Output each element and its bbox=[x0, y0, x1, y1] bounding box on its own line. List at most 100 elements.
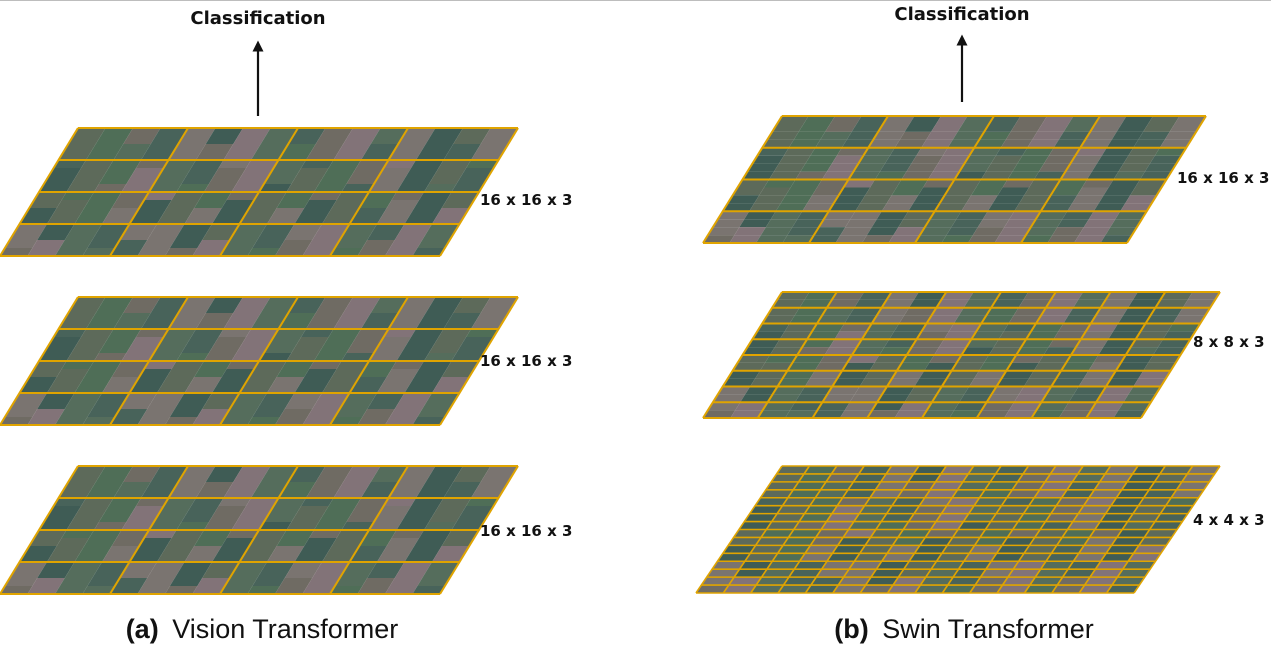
image-texture-tile bbox=[428, 176, 462, 184]
image-texture-tile bbox=[732, 362, 765, 371]
image-texture-tile bbox=[116, 530, 149, 538]
image-texture-tile bbox=[856, 116, 888, 124]
image-texture-tile bbox=[144, 192, 177, 200]
image-texture-tile bbox=[983, 355, 1017, 363]
image-texture-tile bbox=[349, 216, 382, 224]
image-texture-tile bbox=[703, 235, 735, 243]
image-texture-tile bbox=[995, 466, 1029, 474]
image-texture-tile bbox=[1160, 505, 1194, 514]
image-texture-tile bbox=[200, 482, 234, 490]
image-texture-tile bbox=[202, 232, 235, 240]
image-texture-tile bbox=[448, 482, 481, 490]
image-texture-tile bbox=[137, 417, 170, 425]
image-texture-tile bbox=[986, 394, 1019, 403]
image-texture-tile bbox=[471, 152, 504, 160]
image-texture-tile bbox=[696, 585, 729, 593]
image-texture-tile bbox=[1018, 513, 1051, 522]
image-texture-tile bbox=[176, 522, 209, 530]
image-texture-tile bbox=[336, 192, 369, 200]
image-texture-tile bbox=[925, 569, 959, 578]
image-texture-tile bbox=[348, 466, 381, 474]
image-texture-tile bbox=[949, 410, 982, 418]
image-texture-tile bbox=[158, 337, 192, 345]
image-texture-tile bbox=[178, 136, 211, 144]
image-texture-tile bbox=[859, 292, 892, 300]
image-texture-tile bbox=[183, 297, 216, 305]
image-texture-tile bbox=[275, 248, 308, 256]
image-texture-tile bbox=[886, 505, 920, 514]
image-texture-tile bbox=[1068, 307, 1101, 316]
image-texture-tile bbox=[823, 211, 856, 220]
image-texture-tile bbox=[97, 562, 130, 570]
image-texture-tile bbox=[1008, 315, 1041, 324]
image-texture-tile bbox=[914, 378, 947, 387]
image-texture-tile bbox=[370, 474, 404, 482]
image-texture-tile bbox=[1096, 155, 1129, 164]
image-texture-tile bbox=[865, 537, 898, 546]
image-texture-tile bbox=[946, 227, 978, 236]
image-texture-tile bbox=[114, 578, 148, 586]
image-texture-tile bbox=[909, 116, 941, 124]
image-texture-tile bbox=[996, 378, 1029, 387]
image-texture-tile bbox=[339, 232, 373, 240]
image-texture-tile bbox=[90, 144, 124, 152]
image-texture-tile bbox=[765, 481, 799, 490]
image-texture-tile bbox=[780, 195, 813, 204]
image-texture-tile bbox=[1130, 187, 1162, 196]
image-texture-tile bbox=[810, 577, 844, 586]
image-texture-tile bbox=[326, 208, 360, 216]
image-texture-tile bbox=[1068, 394, 1102, 403]
image-texture-tile bbox=[338, 313, 371, 321]
image-texture-tile bbox=[881, 203, 914, 212]
image-texture-tile bbox=[1187, 292, 1220, 300]
image-texture-tile bbox=[396, 522, 429, 530]
image-texture-tile bbox=[336, 530, 369, 538]
image-texture-tile bbox=[205, 474, 239, 482]
image-texture-tile bbox=[296, 506, 329, 514]
image-texture-tile bbox=[832, 545, 866, 554]
patch-grid-column-line bbox=[1140, 291, 1221, 419]
image-texture-tile bbox=[153, 176, 187, 184]
image-texture-tile bbox=[1096, 394, 1129, 403]
image-texture-tile bbox=[742, 347, 775, 355]
image-texture-tile bbox=[1018, 386, 1052, 395]
image-texture-tile bbox=[364, 361, 397, 369]
image-texture-tile bbox=[929, 211, 962, 220]
image-texture-tile bbox=[831, 155, 864, 164]
image-texture-tile bbox=[114, 240, 148, 248]
image-texture-tile bbox=[1117, 569, 1151, 578]
image-texture-tile bbox=[357, 248, 390, 256]
image-texture-tile bbox=[1038, 355, 1071, 363]
image-texture-tile bbox=[161, 377, 195, 385]
image-texture-tile bbox=[826, 473, 859, 482]
image-texture-tile bbox=[98, 176, 132, 184]
image-texture-tile bbox=[1133, 505, 1166, 514]
image-texture-tile bbox=[388, 152, 421, 160]
image-texture-tile bbox=[318, 514, 352, 522]
image-texture-tile bbox=[772, 386, 805, 395]
image-texture-tile bbox=[747, 339, 780, 348]
image-texture-tile bbox=[362, 240, 395, 248]
patch-grid-column-line bbox=[1085, 291, 1167, 419]
image-texture-tile bbox=[1105, 505, 1139, 514]
image-texture-tile bbox=[213, 168, 247, 176]
image-texture-tile bbox=[942, 147, 975, 156]
image-texture-tile bbox=[263, 514, 297, 522]
image-texture-tile bbox=[257, 570, 290, 578]
image-texture-tile bbox=[980, 569, 1014, 578]
image-texture-tile bbox=[1061, 489, 1095, 498]
image-texture-tile bbox=[375, 297, 408, 305]
image-texture-tile bbox=[1045, 195, 1078, 204]
image-texture-tile bbox=[712, 561, 745, 570]
image-texture-tile bbox=[839, 323, 872, 332]
caption-title-b: Swin Transformer bbox=[882, 614, 1094, 644]
image-texture-tile bbox=[931, 394, 965, 403]
image-texture-tile bbox=[34, 361, 67, 369]
image-texture-tile bbox=[1083, 219, 1116, 228]
image-texture-tile bbox=[961, 347, 994, 355]
image-texture-tile bbox=[826, 513, 860, 522]
patch-grid-column-line bbox=[996, 465, 1084, 594]
image-texture-tile bbox=[174, 232, 208, 240]
image-texture-tile bbox=[1160, 292, 1193, 300]
image-texture-tile bbox=[309, 530, 342, 538]
